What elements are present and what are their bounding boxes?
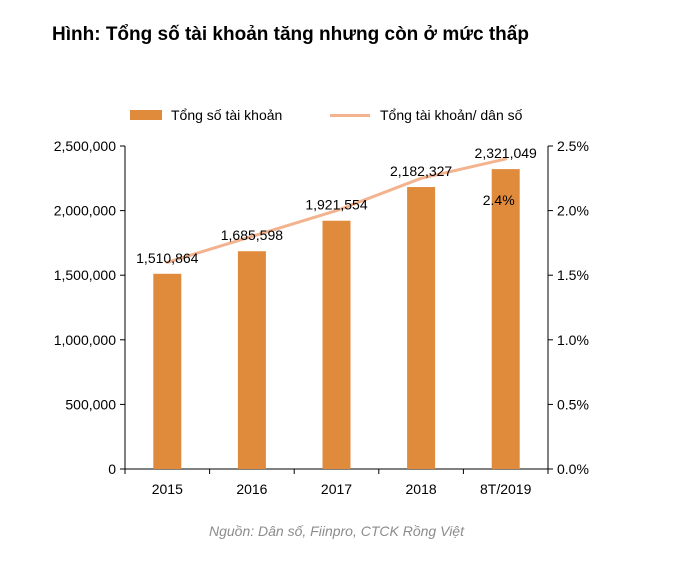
right-axis-tick-label: 0.5%	[557, 396, 589, 412]
bar	[322, 220, 351, 469]
legend-label-bar: Tổng số tài khoản	[171, 107, 283, 123]
x-axis-tick-label: 8T/2019	[480, 481, 532, 497]
bar-data-label: 2,182,327	[390, 163, 452, 179]
left-axis-tick-label: 2,000,000	[54, 203, 116, 219]
left-axis-tick-label: 2,500,000	[54, 138, 116, 154]
right-axis-tick-label: 1.0%	[557, 332, 589, 348]
source-note: Nguồn: Dân số, Fiinpro, CTCK Rồng Việt	[209, 523, 464, 539]
bar-data-label: 1,510,864	[136, 250, 198, 266]
left-axis-tick-label: 1,000,000	[54, 332, 116, 348]
bar	[407, 187, 436, 470]
bar	[491, 169, 520, 469]
bar-data-label: 2,321,049	[475, 145, 537, 161]
legend-label-line: Tổng tài khoản/ dân số	[380, 107, 523, 123]
bar-data-label: 1,921,554	[305, 197, 367, 213]
right-axis-tick-label: 1.5%	[557, 267, 589, 283]
legend: Tổng số tài khoản Tổng tài khoản/ dân số	[0, 107, 673, 127]
bar-data-label: 1,685,598	[221, 227, 283, 243]
right-axis-tick-label: 2.0%	[557, 203, 589, 219]
x-axis-tick-label: 2015	[152, 481, 183, 497]
legend-item-bar: Tổng số tài khoản	[130, 107, 282, 123]
legend-swatch-bar	[130, 110, 162, 120]
bar	[237, 251, 266, 469]
line-data-label: 2.4%	[483, 192, 515, 208]
line-series	[165, 157, 508, 264]
left-axis-tick-label: 1,500,000	[54, 267, 116, 283]
x-axis-tick-label: 2016	[236, 481, 267, 497]
left-axis-tick-label: 500,000	[65, 396, 116, 412]
chart-title: Hình: Tổng số tài khoản tăng nhưng còn ở…	[52, 24, 529, 45]
right-axis-tick-label: 0.0%	[557, 461, 589, 477]
left-axis-tick-label: 0	[108, 461, 116, 477]
x-axis-tick-label: 2017	[321, 481, 352, 497]
legend-swatch-line	[330, 113, 370, 117]
bar	[153, 273, 182, 469]
right-axis-tick-label: 2.5%	[557, 138, 589, 154]
x-axis-tick-label: 2018	[406, 481, 437, 497]
legend-item-line: Tổng tài khoản/ dân số	[330, 107, 522, 123]
